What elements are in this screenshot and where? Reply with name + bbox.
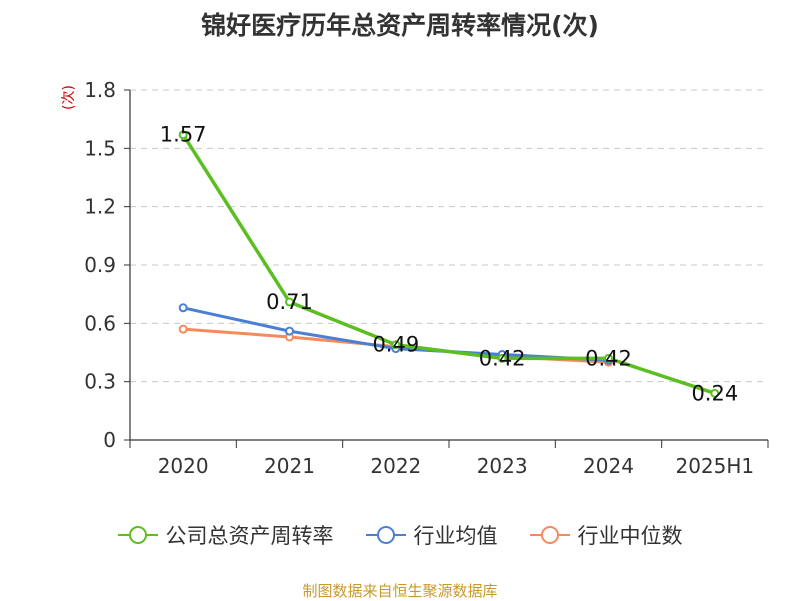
- data-label: 1.57: [160, 123, 207, 147]
- y-tick-label: 1.5: [84, 136, 116, 160]
- legend-item-company[interactable]: 公司总资产周转率: [117, 520, 334, 550]
- data-point-average: [178, 303, 188, 313]
- x-tick-label: 2025H1: [675, 454, 754, 478]
- data-label: 0.71: [266, 290, 313, 314]
- x-tick-label: 2022: [370, 454, 421, 478]
- legend-swatch-average: [365, 526, 406, 544]
- data-point-company: [710, 388, 720, 398]
- chart-title: 锦好医疗历年总资产周转率情况(次): [201, 11, 599, 40]
- x-tick-label: 2021: [264, 454, 315, 478]
- series-line-company: [181, 133, 716, 395]
- legend-item-average[interactable]: 行业均值: [365, 520, 498, 550]
- data-point-median: [178, 324, 188, 334]
- x-tick-label: 2020: [158, 454, 209, 478]
- data-label: 0.42: [585, 346, 632, 370]
- y-tick-label: 0.3: [84, 370, 116, 394]
- y-tick-label: 1.8: [84, 78, 116, 102]
- y-tick-label: 0: [103, 428, 116, 452]
- y-tick-label: 0.9: [84, 253, 116, 277]
- data-point-company: [285, 297, 294, 307]
- chart-legend: 公司总资产周转率 行业均值 行业中位数: [0, 520, 800, 550]
- data-point-company: [391, 340, 401, 350]
- x-tick-label: 2023: [477, 454, 528, 478]
- legend-label-average: 行业均值: [413, 524, 498, 548]
- y-tick-label: 0.6: [84, 311, 116, 335]
- legend-label-median: 行业中位数: [577, 524, 683, 548]
- y-tick-label: 1.2: [84, 195, 116, 219]
- source-note: 制图数据来自恒生聚源数据库: [302, 582, 498, 600]
- legend-label-company: 公司总资产周转率: [165, 524, 334, 548]
- data-point-company: [604, 353, 613, 363]
- data-label: 0.24: [691, 381, 738, 405]
- data-point-company: [497, 353, 507, 363]
- data-label: 0.49: [372, 333, 419, 357]
- legend-swatch-median: [529, 526, 570, 544]
- legend-item-median[interactable]: 行业中位数: [529, 520, 683, 550]
- data-point-average: [285, 326, 294, 336]
- legend-swatch-company: [117, 526, 158, 544]
- x-tick-label: 2024: [583, 454, 634, 478]
- data-point-company: [178, 130, 188, 140]
- data-label: 0.42: [479, 346, 526, 370]
